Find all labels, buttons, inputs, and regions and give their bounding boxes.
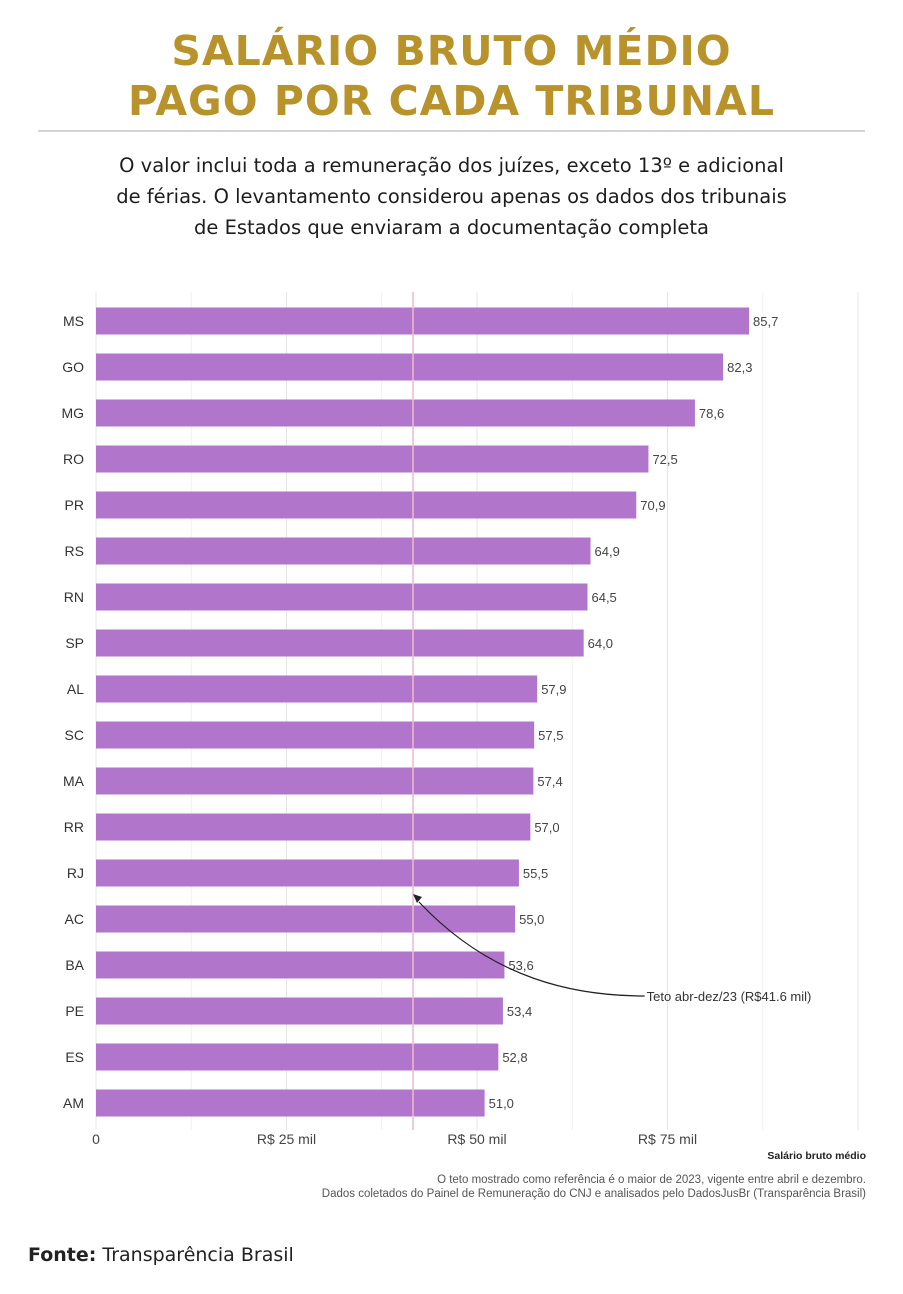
source-credit: Fonte: Transparência Brasil (28, 1244, 294, 1266)
bar-chart: MS 85,7 GO 82,3 MG 78,6 RO 72,5 PR 70,9 RS 64,9 RN 64… (61, 292, 859, 1147)
category-label-RR: RR (64, 819, 84, 835)
data-label-AC: 55,0 (519, 912, 544, 927)
data-label-BA: 53,6 (508, 958, 533, 973)
data-label-MS: 85,7 (753, 314, 778, 329)
category-label-RO: RO (63, 451, 84, 467)
category-label-RS: RS (65, 543, 84, 559)
category-label-PR: PR (65, 497, 84, 513)
note-line-1: O teto mostrado como referência é o maio… (437, 1174, 866, 1186)
x-tick-label: R$ 75 mil (638, 1131, 697, 1147)
data-label-PR: 70,9 (640, 498, 665, 513)
category-label-RN: RN (64, 589, 84, 605)
data-label-PE: 53,4 (507, 1004, 532, 1019)
category-label-SC: SC (65, 727, 84, 743)
data-label-GO: 82,3 (727, 360, 752, 375)
category-label-MG: MG (61, 405, 84, 421)
page-title: SALÁRIO BRUTO MÉDIO PAGO POR CADA TRIBUN… (0, 26, 903, 126)
category-label-MS: MS (63, 313, 84, 329)
bar-RN (96, 583, 588, 611)
x-tick-label: R$ 50 mil (447, 1131, 506, 1147)
bar-MA (96, 767, 534, 795)
bar-AL (96, 675, 538, 703)
bar-BA (96, 951, 505, 979)
category-label-PE: PE (65, 1003, 84, 1019)
title-line-2: PAGO POR CADA TRIBUNAL (128, 77, 775, 125)
title-divider (38, 130, 865, 132)
category-label-SP: SP (65, 635, 84, 651)
data-label-RN: 64,5 (591, 590, 616, 605)
subtitle-line-1: O valor inclui toda a remuneração dos ju… (119, 154, 784, 177)
bar-RO (96, 445, 649, 473)
annotation-arrowhead (412, 894, 422, 903)
data-label-AL: 57,9 (541, 682, 566, 697)
data-label-SC: 57,5 (538, 728, 563, 743)
note-line-2: Dados coletados do Painel de Remuneração… (321, 1188, 866, 1200)
category-label-RJ: RJ (67, 865, 84, 881)
bar-SP (96, 629, 584, 657)
bar-AC (96, 905, 516, 933)
bar-PR (96, 491, 637, 519)
x-tick-label: R$ 25 mil (257, 1131, 316, 1147)
bar-MG (96, 399, 695, 427)
reference-annotation: Teto abr-dez/23 (R$41.6 mil) (647, 989, 812, 1004)
data-label-MA: 57,4 (537, 774, 562, 789)
data-label-MG: 78,6 (699, 406, 724, 421)
data-label-SP: 64,0 (588, 636, 613, 651)
x-tick-label: 0 (92, 1131, 100, 1147)
data-label-ES: 52,8 (502, 1050, 527, 1065)
category-label-MA: MA (63, 773, 85, 789)
subtitle-line-2: de férias. O levantamento considerou ape… (116, 185, 787, 208)
bar-ES (96, 1043, 499, 1071)
subtitle: O valor inclui toda a remuneração dos ju… (80, 150, 823, 243)
x-axis-label: Salário bruto médio (767, 1150, 866, 1162)
category-label-ES: ES (65, 1049, 84, 1065)
annotation-arrow (418, 901, 645, 997)
category-label-AM: AM (63, 1095, 84, 1111)
bar-SC (96, 721, 535, 749)
bar-PE (96, 997, 503, 1025)
data-label-RO: 72,5 (652, 452, 677, 467)
category-label-GO: GO (62, 359, 84, 375)
bar-RR (96, 813, 531, 841)
bar-GO (96, 353, 724, 381)
bar-RS (96, 537, 591, 565)
bar-AM (96, 1089, 485, 1117)
category-label-AC: AC (65, 911, 84, 927)
source-text: Transparência Brasil (96, 1244, 294, 1266)
source-label: Fonte: (28, 1244, 97, 1266)
title-line-1: SALÁRIO BRUTO MÉDIO (171, 27, 732, 75)
category-label-BA: BA (65, 957, 84, 973)
subtitle-line-3: de Estados que enviaram a documentação c… (194, 216, 709, 239)
bar-MS (96, 307, 750, 335)
data-label-AM: 51,0 (489, 1096, 514, 1111)
data-label-RR: 57,0 (534, 820, 559, 835)
data-label-RS: 64,9 (595, 544, 620, 559)
data-label-RJ: 55,5 (523, 866, 548, 881)
bar-RJ (96, 859, 519, 887)
category-label-AL: AL (67, 681, 84, 697)
